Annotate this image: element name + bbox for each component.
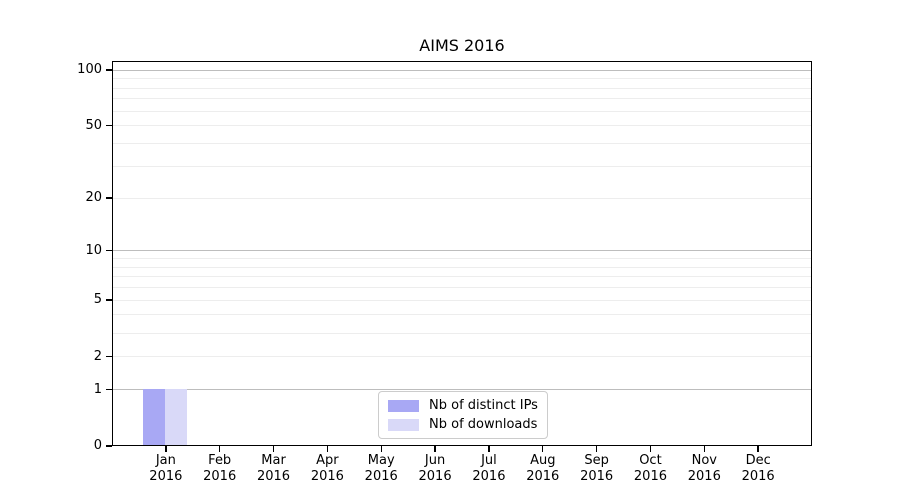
gridline-minor [113, 314, 811, 316]
y-tick-label: 100 [77, 62, 102, 78]
x-tick-mark [380, 446, 382, 452]
y-tick-mark [106, 197, 112, 199]
x-tick-mark [542, 446, 544, 452]
legend-label-downloads: Nb of downloads [429, 417, 538, 432]
gridline-minor [113, 197, 811, 199]
legend-label-distinct-ips: Nb of distinct IPs [429, 398, 538, 413]
y-tick-mark [106, 355, 112, 358]
x-tick-label: Jun 2016 [418, 453, 452, 484]
gridline-minor [113, 276, 811, 278]
x-tick-mark [165, 446, 167, 452]
y-tick-label: 1 [93, 381, 102, 397]
gridline-minor [113, 87, 811, 89]
legend-item-distinct-ips: Nb of distinct IPs [388, 398, 538, 413]
x-tick-mark [595, 446, 598, 452]
gridline-major [113, 389, 811, 391]
y-tick-mark [106, 388, 112, 391]
legend-swatch-distinct-ips-icon [388, 399, 419, 412]
gridline-minor [113, 332, 811, 334]
gridline-major [113, 69, 811, 71]
y-tick-mark [106, 69, 112, 71]
y-tick-label: 20 [85, 190, 102, 206]
x-tick-mark [649, 446, 652, 452]
x-tick-label: Sep 2016 [580, 453, 614, 484]
x-tick-mark [703, 446, 705, 452]
y-tick-mark [106, 250, 112, 252]
x-tick-mark [272, 446, 275, 452]
bar-nb-of-distinct-ips-jan [143, 389, 166, 446]
x-tick-label: Dec 2016 [741, 453, 775, 484]
y-tick-label: 2 [93, 348, 102, 364]
x-tick-label: Feb 2016 [203, 453, 237, 484]
y-tick-label: 5 [93, 292, 102, 308]
x-tick-label: Mar 2016 [256, 453, 291, 484]
x-tick-mark [757, 446, 759, 452]
x-tick-mark [434, 446, 436, 452]
gridline-minor [113, 287, 811, 289]
gridline-minor [113, 257, 811, 259]
gridline-minor [113, 266, 811, 268]
gridline-minor [113, 125, 811, 127]
legend-swatch-downloads-icon [388, 418, 419, 431]
x-tick-label: Apr 2016 [310, 453, 344, 484]
y-tick-mark [106, 299, 112, 301]
chart-title: AIMS 2016 [419, 36, 505, 55]
legend: Nb of distinct IPs Nb of downloads [378, 391, 548, 439]
y-tick-mark [106, 445, 112, 447]
gridline-minor [113, 98, 811, 100]
gridline-minor [113, 110, 811, 112]
gridline-minor [113, 78, 811, 80]
x-tick-label: Jul 2016 [472, 453, 506, 484]
x-tick-label: Nov 2016 [687, 453, 721, 484]
x-tick-mark [488, 446, 490, 452]
bar-nb-of-downloads-jan [165, 389, 188, 446]
plot-area [112, 61, 812, 446]
x-tick-label: Aug 2016 [526, 453, 560, 484]
x-tick-label: May 2016 [364, 453, 398, 484]
gridline-minor [113, 143, 811, 145]
x-tick-mark [326, 446, 329, 452]
gridline-major [113, 250, 811, 252]
x-tick-label: Oct 2016 [633, 453, 667, 484]
gridline-minor [113, 356, 811, 358]
gridline-minor [113, 165, 811, 167]
y-tick-label: 10 [85, 242, 102, 258]
y-tick-mark [106, 125, 112, 127]
x-tick-mark [218, 446, 221, 452]
y-tick-label: 0 [93, 438, 102, 453]
gridline-minor [113, 299, 811, 301]
x-tick-label: Jan 2016 [149, 453, 183, 484]
legend-item-downloads: Nb of downloads [388, 417, 538, 432]
y-tick-label: 50 [85, 117, 102, 133]
